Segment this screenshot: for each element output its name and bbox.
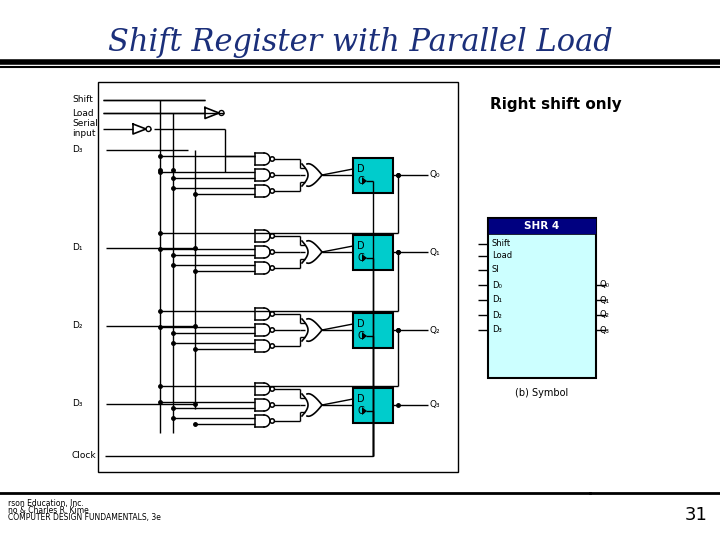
- Text: D₃: D₃: [72, 400, 83, 408]
- Text: Clock: Clock: [72, 451, 96, 461]
- Text: D₁: D₁: [72, 244, 83, 253]
- FancyBboxPatch shape: [353, 234, 393, 269]
- Text: C: C: [357, 253, 364, 263]
- Text: C: C: [357, 406, 364, 416]
- Text: COMPUTER DESIGN FUNDAMENTALS, 3e: COMPUTER DESIGN FUNDAMENTALS, 3e: [8, 513, 161, 522]
- Text: Load: Load: [72, 109, 94, 118]
- Text: Sl: Sl: [492, 266, 500, 274]
- Text: rson Education, Inc.: rson Education, Inc.: [8, 499, 84, 508]
- Text: (b) Symbol: (b) Symbol: [516, 388, 569, 398]
- Text: D: D: [357, 241, 364, 251]
- Text: Right shift only: Right shift only: [490, 97, 622, 112]
- Text: Shift Register with Parallel Load: Shift Register with Parallel Load: [107, 26, 613, 57]
- FancyBboxPatch shape: [353, 313, 393, 348]
- FancyBboxPatch shape: [488, 218, 596, 378]
- Text: Shift: Shift: [492, 240, 511, 248]
- Text: Q₁: Q₁: [430, 247, 441, 256]
- Text: Q₁: Q₁: [599, 295, 609, 305]
- Text: D₃: D₃: [492, 326, 502, 334]
- Text: SHR 4: SHR 4: [524, 221, 559, 231]
- Text: input: input: [72, 130, 96, 138]
- Text: D₁: D₁: [492, 295, 502, 305]
- Text: D₃: D₃: [72, 145, 83, 154]
- Text: Q₃: Q₃: [599, 326, 609, 334]
- Polygon shape: [362, 332, 367, 340]
- FancyBboxPatch shape: [353, 388, 393, 422]
- Text: Q₃: Q₃: [430, 401, 441, 409]
- Text: C: C: [357, 176, 364, 186]
- Text: Q₀: Q₀: [599, 280, 609, 289]
- Text: D: D: [357, 319, 364, 329]
- Text: Q₂: Q₂: [599, 310, 609, 320]
- Text: D: D: [357, 164, 364, 174]
- Text: Shift: Shift: [72, 96, 93, 105]
- Text: D₀: D₀: [492, 280, 502, 289]
- Text: D₂: D₂: [492, 310, 502, 320]
- FancyBboxPatch shape: [353, 158, 393, 192]
- Text: D₂: D₂: [72, 321, 83, 330]
- Text: D: D: [357, 394, 364, 404]
- Text: Serial: Serial: [72, 119, 98, 129]
- FancyBboxPatch shape: [488, 218, 596, 234]
- Text: 31: 31: [685, 506, 708, 524]
- Text: Q₀: Q₀: [430, 171, 441, 179]
- Polygon shape: [362, 177, 367, 185]
- Polygon shape: [362, 254, 367, 262]
- Text: Q₂: Q₂: [430, 326, 441, 334]
- Text: no & Charles R. Kime: no & Charles R. Kime: [8, 506, 89, 515]
- Polygon shape: [362, 407, 367, 415]
- Text: C: C: [357, 331, 364, 341]
- Text: Load: Load: [492, 252, 512, 260]
